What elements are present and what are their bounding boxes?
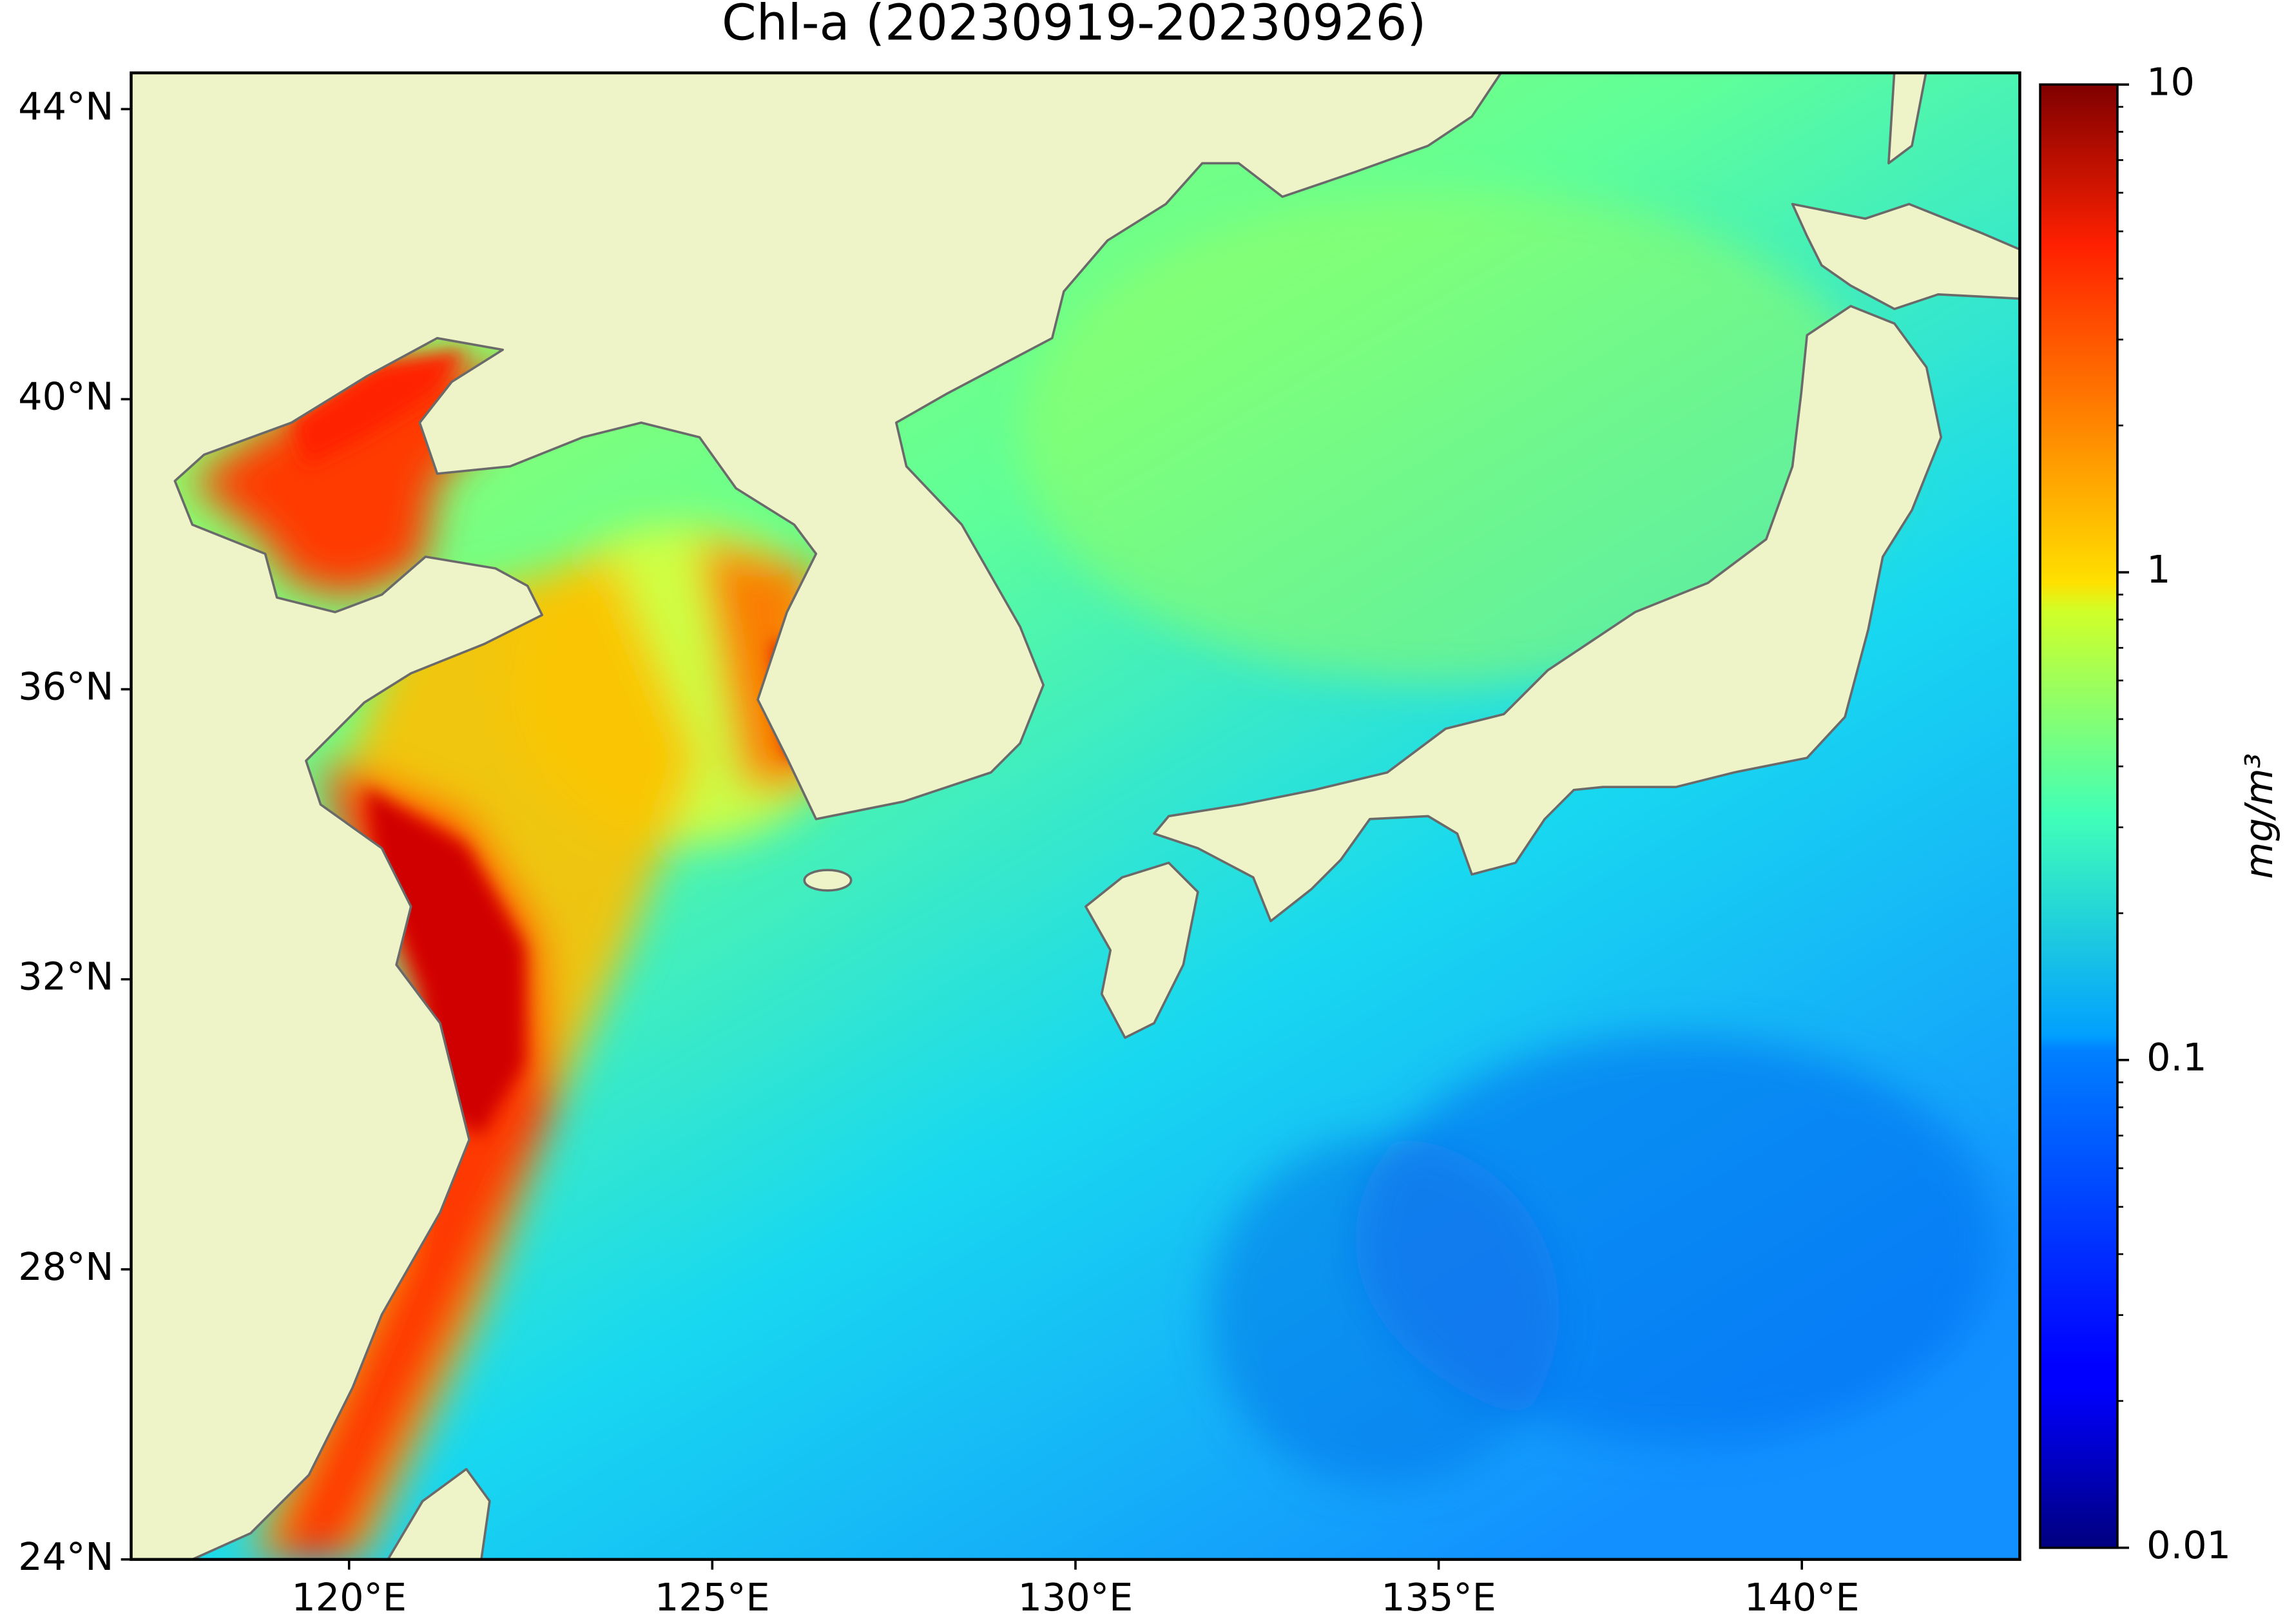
title: Chl-a (20230919-20230926) [722,0,1426,52]
chl-patches [189,189,1997,1560]
colorbar-tick-label: 10 [2146,59,2195,104]
colorbar-scale [2039,83,2119,1549]
y-tick-label: 28°N [18,1244,113,1289]
y-tick-label: 40°N [18,374,113,419]
land-sakhalin [1887,73,1927,165]
y-tick-label: 32°N [18,954,113,999]
land-mainland [131,73,1503,1560]
map-image [131,73,2020,1560]
x-tick-label: 140°E [1744,1575,1860,1619]
x-tick-label: 125°E [655,1575,770,1619]
colorbar-label: mg/m³ [2237,753,2281,879]
y-tick-label: 44°N [18,84,113,128]
x-tick-label: 130°E [1018,1575,1133,1619]
land-taiwan [386,1467,491,1560]
colorbar-tick-label: 0.01 [2146,1523,2231,1567]
y-tick-label: 36°N [18,664,113,709]
land-jeju [803,869,853,892]
land [131,73,2020,1560]
colorbar: mg/m³ [2039,83,2281,1549]
colorbar-tick-label: 0.1 [2146,1035,2206,1079]
colorbar-tick-label: 1 [2146,547,2170,592]
land-honshu [1153,305,1943,923]
y-tick-label: 24°N [18,1534,113,1579]
land-kyushu [1084,862,1199,1039]
x-tick-label: 135°E [1381,1575,1496,1619]
land-hokkaido [1791,202,2020,311]
x-tick-label: 120°E [291,1575,407,1619]
